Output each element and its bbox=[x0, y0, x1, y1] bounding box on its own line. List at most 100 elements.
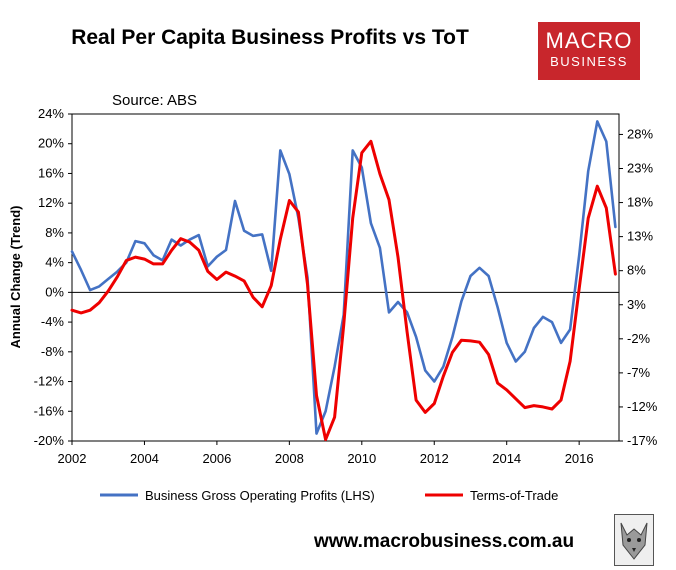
profits-point bbox=[198, 234, 200, 236]
tot-point bbox=[487, 353, 489, 355]
left-tick-label: -12% bbox=[34, 374, 65, 389]
tot-point bbox=[605, 207, 607, 209]
tot-point bbox=[524, 406, 526, 408]
profits-point bbox=[560, 342, 562, 344]
tot-point bbox=[361, 152, 363, 154]
right-tick-label: 3% bbox=[627, 297, 646, 312]
profits-point bbox=[496, 306, 498, 308]
tot-point bbox=[370, 140, 372, 142]
profits-point bbox=[324, 410, 326, 412]
profits-point bbox=[134, 240, 136, 242]
website-link[interactable]: www.macrobusiness.com.au bbox=[314, 531, 575, 552]
tot-point bbox=[234, 275, 236, 277]
profits-point bbox=[415, 336, 417, 338]
profits-point bbox=[442, 365, 444, 367]
profits-point bbox=[478, 267, 480, 269]
profits-point bbox=[279, 149, 281, 151]
tot-point bbox=[397, 256, 399, 258]
logo-line-2: BUSINESS bbox=[550, 54, 628, 69]
legend-label-profits: Business Gross Operating Profits (LHS) bbox=[145, 488, 375, 503]
profits-point bbox=[424, 369, 426, 371]
tot-point bbox=[207, 270, 209, 272]
tot-point bbox=[614, 273, 616, 275]
x-tick-label: 2002 bbox=[58, 451, 87, 466]
tot-point bbox=[587, 217, 589, 219]
profits-point bbox=[170, 238, 172, 240]
tot-point bbox=[424, 411, 426, 413]
profits-point bbox=[288, 173, 290, 175]
tot-point bbox=[297, 211, 299, 213]
profits-point bbox=[533, 327, 535, 329]
right-tick-label: -12% bbox=[627, 399, 658, 414]
tot-point bbox=[324, 438, 326, 440]
profits-point bbox=[506, 342, 508, 344]
tot-point bbox=[533, 404, 535, 406]
tot-point bbox=[506, 389, 508, 391]
profits-point bbox=[80, 269, 82, 271]
tot-point bbox=[306, 283, 308, 285]
tot-point bbox=[433, 402, 435, 404]
profits-point bbox=[216, 255, 218, 257]
profits-point bbox=[225, 249, 227, 251]
profits-point bbox=[397, 301, 399, 303]
tot-point bbox=[288, 199, 290, 201]
profits-point bbox=[152, 254, 154, 256]
profits-point bbox=[252, 235, 254, 237]
x-tick-label: 2016 bbox=[565, 451, 594, 466]
tot-point bbox=[406, 331, 408, 333]
x-tick-label: 2010 bbox=[347, 451, 376, 466]
tot-point bbox=[315, 394, 317, 396]
right-tick-label: -17% bbox=[627, 433, 658, 448]
tot-point bbox=[542, 406, 544, 408]
macro-business-logo[interactable]: MACRO BUSINESS bbox=[538, 22, 640, 80]
tot-point bbox=[496, 382, 498, 384]
profits-point bbox=[143, 242, 145, 244]
tot-point bbox=[352, 217, 354, 219]
right-tick-label: 13% bbox=[627, 229, 653, 244]
tot-point bbox=[225, 271, 227, 273]
legend: Business Gross Operating Profits (LHS) T… bbox=[100, 488, 558, 503]
right-tick-label: -2% bbox=[627, 331, 651, 346]
profits-point bbox=[451, 336, 453, 338]
tot-point bbox=[198, 249, 200, 251]
tot-point bbox=[451, 351, 453, 353]
profits-point bbox=[179, 244, 181, 246]
right-tick-label: 28% bbox=[627, 126, 653, 141]
profits-point bbox=[243, 229, 245, 231]
chart-title: Real Per Capita Business Profits vs ToT bbox=[71, 26, 469, 49]
profits-point bbox=[270, 270, 272, 272]
profits-point bbox=[333, 365, 335, 367]
source-note: Source: ABS bbox=[112, 92, 198, 109]
tot-point bbox=[469, 340, 471, 342]
profits-point bbox=[614, 226, 616, 228]
tot-point bbox=[98, 302, 100, 304]
right-tick-label: 8% bbox=[627, 263, 646, 278]
left-tick-label: 8% bbox=[45, 225, 64, 240]
tot-point bbox=[596, 185, 598, 187]
tot-point bbox=[261, 306, 263, 308]
x-tick-label: 2006 bbox=[202, 451, 231, 466]
logo-line-1: MACRO bbox=[545, 28, 633, 53]
left-tick-label: 12% bbox=[38, 195, 64, 210]
right-tick-label: 18% bbox=[627, 195, 653, 210]
tot-point bbox=[143, 258, 145, 260]
profits-point bbox=[578, 254, 580, 256]
left-tick-label: -20% bbox=[34, 433, 65, 448]
tot-point bbox=[80, 312, 82, 314]
profits-point bbox=[71, 250, 73, 252]
y-axis-label: Annual Change (Trend) bbox=[8, 206, 23, 349]
tot-point bbox=[515, 398, 517, 400]
tot-point bbox=[71, 309, 73, 311]
right-tick-label: -7% bbox=[627, 365, 651, 380]
right-tick-label: 23% bbox=[627, 161, 653, 176]
profits-point bbox=[315, 432, 317, 434]
tot-point bbox=[134, 256, 136, 258]
tot-point bbox=[216, 278, 218, 280]
profits-point bbox=[542, 316, 544, 318]
tot-point bbox=[152, 263, 154, 265]
tot-point bbox=[415, 399, 417, 401]
profits-point bbox=[596, 120, 598, 122]
tot-point bbox=[189, 241, 191, 243]
profits-point bbox=[487, 275, 489, 277]
